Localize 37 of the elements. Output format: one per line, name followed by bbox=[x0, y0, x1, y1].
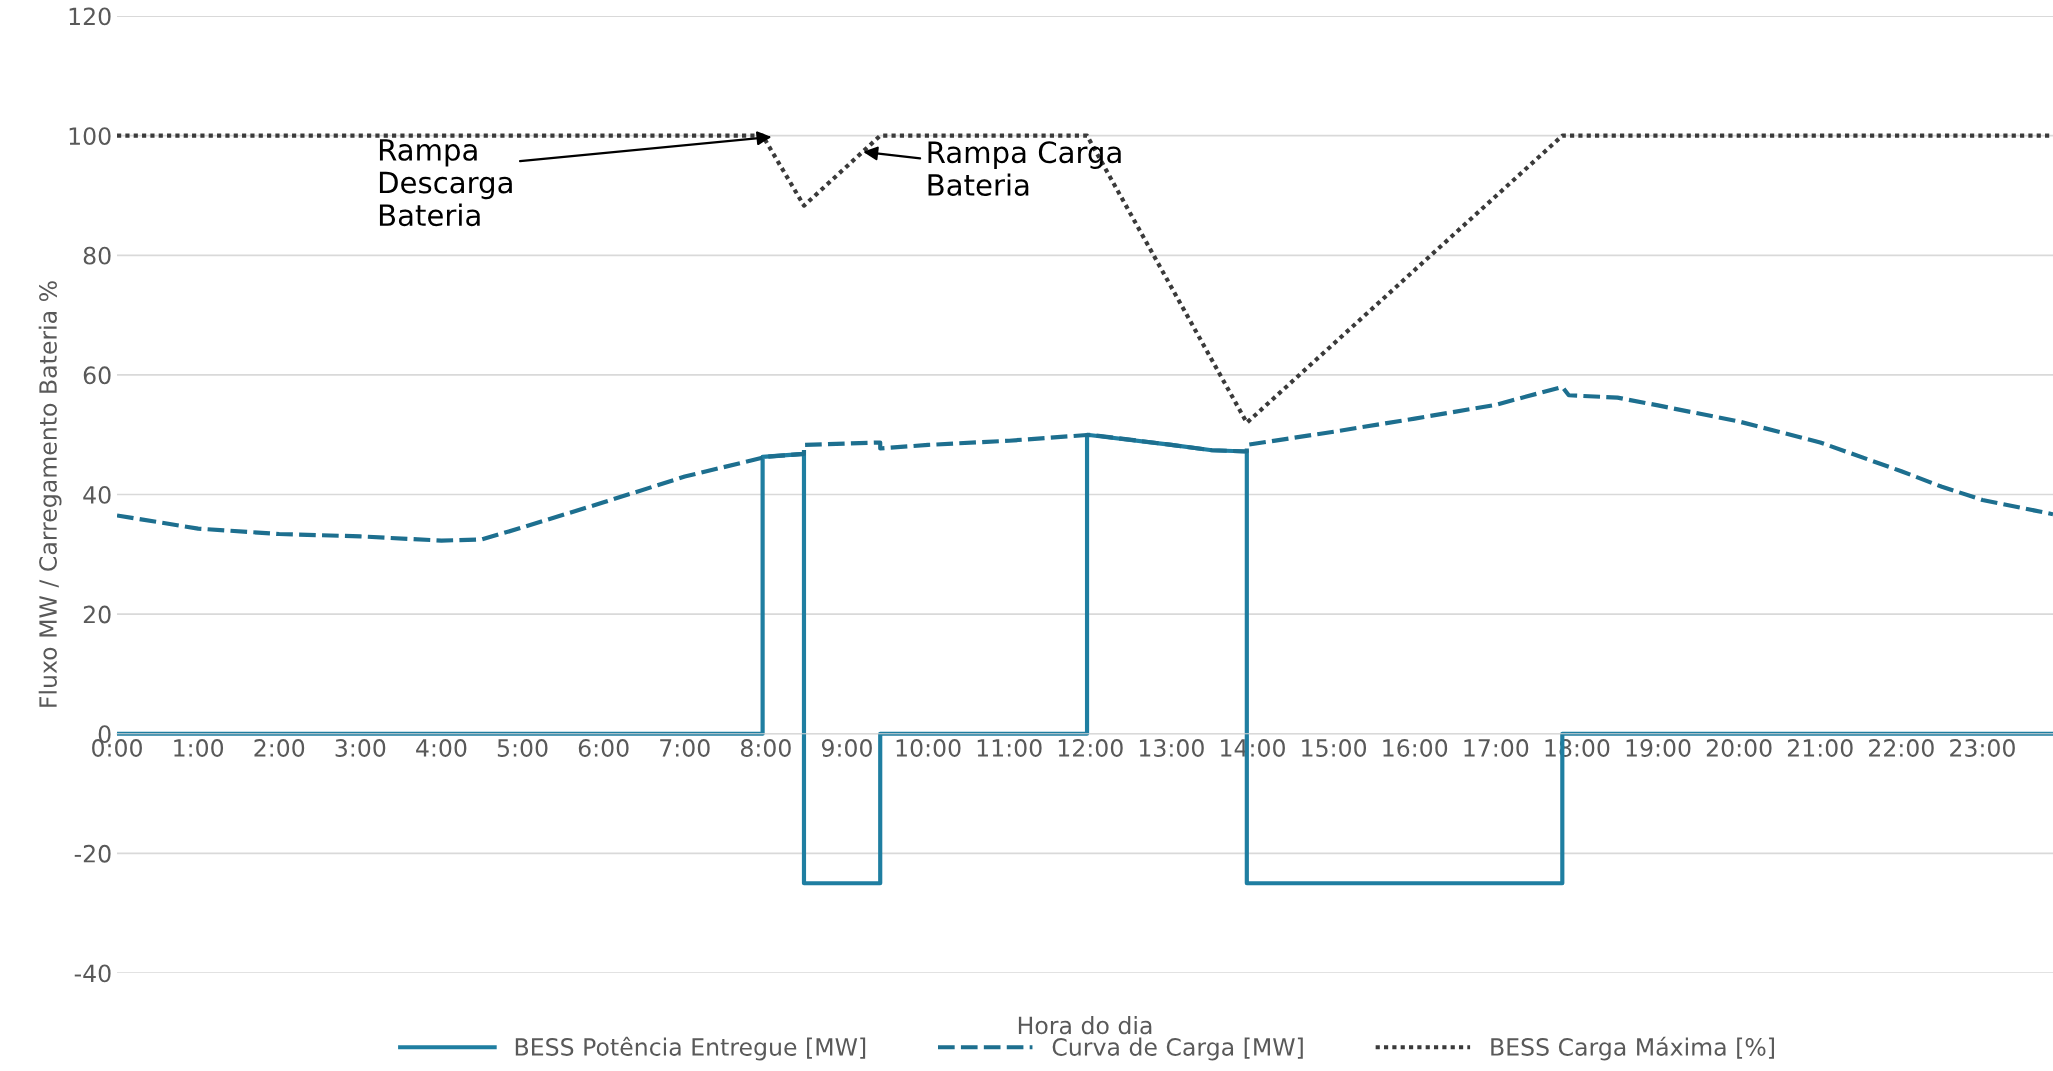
annotation: Rampa Descarga Bateria bbox=[379, 139, 512, 227]
x-tick-label: 2:00 bbox=[254, 739, 305, 757]
x-tick-label: 16:00 bbox=[1383, 739, 1448, 757]
x-tick-label: 3:00 bbox=[335, 739, 386, 757]
x-tick-label: 5:00 bbox=[497, 739, 548, 757]
y-tick-label: 120 bbox=[69, 7, 111, 26]
annotation: Rampa Carga Bateria bbox=[928, 141, 1121, 196]
x-axis-title: Hora do dia bbox=[1018, 1016, 1152, 1035]
x-tick-label: 11:00 bbox=[977, 739, 1042, 757]
y-tick-label: -20 bbox=[74, 844, 111, 863]
x-tick-label: 12:00 bbox=[1058, 739, 1123, 757]
x-tick-label: 15:00 bbox=[1302, 739, 1367, 757]
x-tick-label: 8:00 bbox=[740, 739, 791, 757]
x-tick-label: 9:00 bbox=[821, 739, 872, 757]
y-tick-label: -40 bbox=[74, 964, 111, 983]
line-series bbox=[117, 384, 2053, 543]
x-tick-label: 10:00 bbox=[896, 739, 961, 757]
x-tick-label: 21:00 bbox=[1787, 739, 1853, 757]
y-tick-label: 20 bbox=[83, 605, 111, 624]
x-tick-label: 13:00 bbox=[1139, 739, 1204, 757]
x-tick-label: 17:00 bbox=[1464, 739, 1529, 757]
y-tick-label: 80 bbox=[83, 246, 111, 265]
x-tick-label: 6:00 bbox=[578, 739, 629, 757]
legend-label: BESS Potência Entregue [MW] bbox=[515, 1036, 866, 1061]
y-tick-label: 60 bbox=[83, 366, 111, 385]
y-axis-title: Fluxo MW / Carregamento Bateria % bbox=[38, 281, 62, 707]
y-tick-label: 40 bbox=[83, 485, 111, 504]
x-tick-label: 23:00 bbox=[1950, 739, 2015, 757]
x-tick-label: 19:00 bbox=[1626, 739, 1691, 757]
x-tick-label: 22:00 bbox=[1869, 739, 1934, 757]
legend-label: Curva de Carga [MW] bbox=[1052, 1037, 1303, 1061]
x-tick-label: 7:00 bbox=[660, 739, 710, 757]
y-tick-label: 100 bbox=[69, 127, 111, 145]
legend-label: BESS Carga Máxima [%] bbox=[1491, 1036, 1774, 1061]
x-tick-label: 20:00 bbox=[1706, 739, 1772, 757]
x-tick-label: 4:00 bbox=[416, 739, 467, 757]
x-tick-label: 1:00 bbox=[174, 739, 224, 757]
